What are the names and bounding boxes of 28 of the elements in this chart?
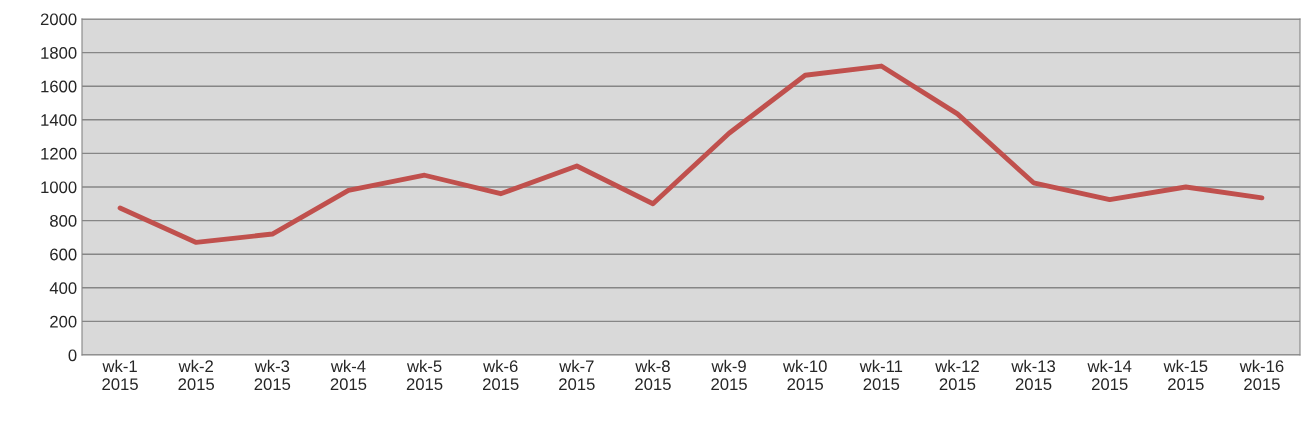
y-tick-label: 400 xyxy=(49,282,77,294)
y-tick-label: 200 xyxy=(50,315,77,328)
x-tick-label: wk-8 2015 xyxy=(635,359,671,391)
y-tick-label: 1400 xyxy=(41,114,77,126)
x-tick-label: wk-3 2015 xyxy=(254,359,291,391)
x-tick-label: wk-16 2015 xyxy=(1239,359,1284,391)
y-tick-label: 1600 xyxy=(41,80,77,93)
x-tick-label: wk-10 2015 xyxy=(782,359,827,391)
x-tick-label: wk-15 2015 xyxy=(1163,359,1208,391)
x-tick-label: wk-9 2015 xyxy=(711,359,747,391)
x-tick-label: wk-14 2015 xyxy=(1087,359,1132,391)
y-tick-label: 1000 xyxy=(41,181,77,194)
y-tick-label: 800 xyxy=(50,215,77,227)
x-tick-label: wk-4 2015 xyxy=(330,359,367,391)
y-tick-label: 600 xyxy=(50,248,77,261)
x-tick-label: wk-11 2015 xyxy=(859,359,903,391)
x-tick-label: wk-7 2015 xyxy=(559,359,595,391)
x-tick-label: wk-5 2015 xyxy=(406,359,443,391)
x-tick-label: wk-6 2015 xyxy=(482,359,519,391)
x-tick-label: wk-12 2015 xyxy=(935,359,979,391)
y-tick-label: 1200 xyxy=(41,147,77,160)
line-series xyxy=(117,63,1265,245)
y-tick-label: 0 xyxy=(68,349,77,362)
x-tick-label: wk-13 2015 xyxy=(1011,359,1056,391)
x-tick-label: wk-2 2015 xyxy=(178,359,215,391)
y-tick-label: 2000 xyxy=(40,13,77,26)
x-tick-label: wk-1 2015 xyxy=(102,359,138,391)
y-tick-label: 1800 xyxy=(41,47,77,59)
